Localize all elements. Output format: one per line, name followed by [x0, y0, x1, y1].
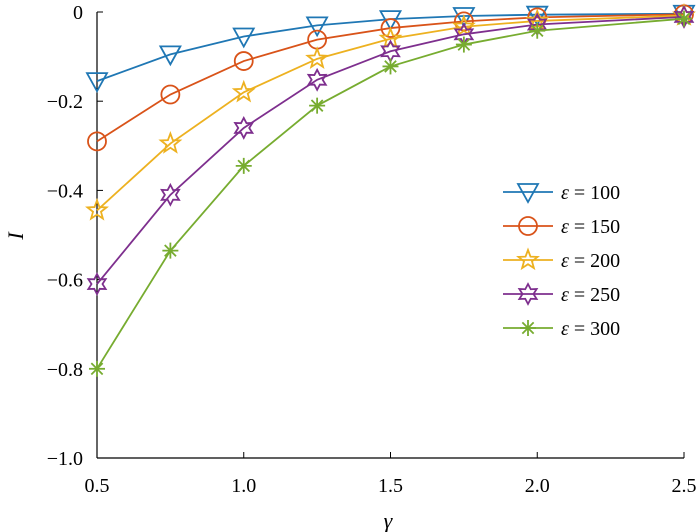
x-axis-label: γ — [384, 508, 394, 532]
legend-marker — [516, 247, 540, 271]
x-tick-label: 1.5 — [378, 475, 403, 497]
data-point — [452, 7, 476, 28]
data-point — [529, 22, 546, 39]
legend-item: ε = 200 — [503, 247, 620, 272]
legend-item: ε = 300 — [503, 318, 620, 340]
legend-marker — [517, 282, 539, 306]
data-point — [525, 5, 549, 27]
legend-item: ε = 100 — [503, 182, 620, 204]
data-point — [451, 14, 476, 37]
data-point — [235, 157, 252, 174]
data-point — [305, 46, 330, 70]
legend-item: ε = 250 — [503, 282, 620, 306]
data-point — [158, 130, 183, 154]
data-point — [160, 84, 181, 105]
data-point — [232, 27, 256, 49]
data-point — [676, 10, 692, 27]
data-point — [160, 182, 181, 207]
data-point — [673, 4, 695, 29]
y-tick-label: −1.0 — [47, 448, 83, 470]
data-point — [85, 72, 109, 93]
y-axis-label: I — [3, 231, 28, 241]
legend-marker — [520, 320, 536, 336]
data-point — [305, 16, 329, 38]
data-point — [231, 79, 256, 103]
y-tick-label: −0.2 — [47, 91, 83, 113]
series-3 — [86, 4, 695, 296]
series-line — [96, 17, 685, 370]
data-point — [89, 360, 105, 377]
legend-label: ε = 250 — [561, 284, 620, 306]
series-layer — [85, 3, 696, 377]
series-line — [96, 13, 685, 143]
legend: ε = 100 ε = 150 ε = 200 ε = 250 ε = 300 — [503, 182, 620, 340]
legend-label: ε = 200 — [561, 250, 620, 272]
series-line — [96, 14, 685, 212]
legend-label: ε = 100 — [561, 182, 620, 204]
y-tick-label: 0 — [73, 2, 83, 24]
data-point — [382, 58, 399, 75]
series-line — [96, 16, 685, 285]
data-point — [86, 272, 108, 296]
data-point — [85, 197, 109, 221]
series-line — [96, 12, 685, 82]
y-axis: 0 −0.2 −0.4 −0.6 −0.8 −1.0 — [47, 2, 103, 470]
data-point — [233, 116, 255, 140]
legend-label: ε = 150 — [561, 216, 620, 238]
x-tick-label: 2.0 — [525, 475, 550, 497]
data-point — [158, 45, 182, 67]
y-tick-label: −0.4 — [47, 180, 83, 202]
legend-item: ε = 150 — [503, 216, 620, 238]
legend-marker — [518, 216, 538, 236]
data-point — [233, 51, 254, 71]
data-point — [306, 67, 328, 92]
data-point — [455, 36, 472, 53]
x-axis: 0.5 1.0 1.5 2.0 2.5 — [85, 452, 697, 497]
x-tick-label: 2.5 — [672, 475, 697, 497]
data-point — [380, 18, 401, 38]
series-4 — [89, 10, 692, 377]
legend-marker — [516, 183, 540, 204]
legend-label: ε = 300 — [561, 318, 620, 340]
y-tick-label: −0.8 — [47, 359, 83, 381]
x-tick-label: 0.5 — [85, 475, 110, 497]
data-point — [87, 131, 107, 152]
data-point — [309, 97, 326, 114]
x-tick-label: 1.0 — [231, 475, 256, 497]
data-point — [162, 242, 179, 259]
y-tick-label: −0.6 — [47, 270, 83, 292]
